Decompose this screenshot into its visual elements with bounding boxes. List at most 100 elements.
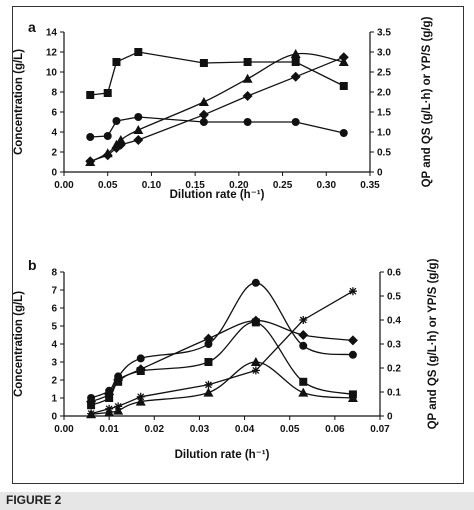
data-point-star	[136, 392, 145, 401]
y-right-tick-label: 0	[377, 168, 383, 179]
data-point-circle	[136, 354, 145, 363]
y-left-tick-label: 5	[51, 322, 57, 333]
data-point-triangle	[133, 125, 144, 134]
data-point-square	[291, 58, 300, 66]
series-line-square	[90, 51, 345, 96]
data-point-triangle	[203, 387, 214, 397]
y-right-tick-label: 3.5	[377, 28, 391, 39]
data-point-square	[299, 377, 308, 386]
y-right-tick-label: 0.3	[387, 340, 401, 351]
data-point-star	[114, 402, 123, 411]
y-right-tick-label: 0.5	[377, 148, 391, 159]
y-left-axis-label: Concentration (g/L)	[13, 49, 25, 155]
x-axis-label: Dilution rate (h⁻¹)	[170, 189, 265, 201]
y-left-tick-label: 4	[51, 340, 57, 351]
y-left-tick-label: 1	[51, 394, 57, 405]
data-point-triangle	[115, 135, 126, 144]
y-right-tick-label: 0.1	[387, 388, 401, 399]
data-point-square	[87, 401, 96, 410]
y-right-tick-label: 0.4	[387, 316, 401, 327]
data-point-circle	[339, 129, 348, 137]
data-point-square	[114, 377, 123, 386]
data-point-triangle	[250, 357, 261, 366]
x-tick-label: 0.30	[317, 180, 337, 191]
series-line-diamond	[90, 56, 345, 162]
data-point-circle	[348, 350, 357, 359]
y-right-tick-label: 1.0	[377, 128, 391, 139]
data-point-circle	[199, 118, 208, 126]
data-point-square	[105, 394, 114, 402]
data-point-circle	[204, 340, 213, 348]
data-point-diamond	[290, 71, 301, 82]
data-point-diamond	[85, 156, 96, 167]
y-left-tick-label: 2	[51, 376, 57, 387]
data-point-star	[87, 409, 96, 418]
data-point-triangle	[290, 49, 301, 58]
data-point-diamond	[133, 135, 144, 145]
x-tick-label: 0.05	[280, 424, 300, 435]
y-left-tick-label: 4	[51, 128, 57, 139]
data-point-star	[299, 316, 308, 324]
y-left-tick-label: 6	[51, 108, 57, 119]
data-point-circle	[243, 118, 252, 126]
y-left-tick-label: 0	[51, 412, 57, 423]
data-point-star	[348, 287, 357, 296]
data-point-circle	[299, 341, 308, 350]
x-tick-label: 0.04	[235, 424, 255, 435]
data-point-triangle	[298, 387, 309, 397]
panel-label-b: b	[28, 257, 37, 273]
x-tick-label: 0.01	[99, 424, 119, 435]
y-right-tick-label: 2.0	[377, 88, 391, 99]
y-right-tick-label: 0.6	[387, 268, 401, 279]
series-line-triangle	[89, 52, 344, 163]
y-right-tick-label: 2.5	[377, 68, 391, 79]
x-tick-label: 0.05	[98, 180, 118, 191]
data-point-triangle	[135, 396, 146, 406]
y-right-tick-label: 3.0	[377, 48, 391, 59]
data-point-star	[251, 366, 260, 375]
data-point-diamond	[115, 139, 126, 150]
x-tick-label: 0.15	[185, 180, 205, 191]
data-point-star	[204, 380, 213, 389]
data-point-diamond	[242, 91, 253, 101]
x-tick-label: 0.07	[370, 424, 390, 435]
x-tick-label: 0.00	[54, 180, 74, 191]
y-left-tick-label: 14	[46, 28, 58, 39]
data-point-square	[86, 91, 95, 99]
data-point-circle	[86, 133, 95, 141]
y-right-tick-label: 0.2	[387, 364, 401, 375]
y-left-tick-label: 12	[46, 48, 58, 59]
data-point-square	[199, 59, 208, 67]
data-point-square	[112, 58, 121, 66]
x-tick-label: 0.03	[190, 424, 210, 435]
y-left-tick-label: 6	[51, 304, 57, 315]
caption-bar: FIGURE 2	[0, 492, 474, 510]
data-point-circle	[291, 118, 300, 126]
x-tick-label: 0.25	[273, 180, 293, 191]
y-left-tick-label: 3	[51, 358, 57, 369]
data-point-square	[204, 358, 213, 366]
data-point-circle	[134, 113, 143, 121]
x-tick-label: 0.20	[229, 180, 249, 191]
y-left-tick-label: 10	[46, 68, 58, 79]
data-point-diamond	[298, 330, 309, 340]
data-point-diamond	[198, 109, 209, 120]
data-point-triangle	[242, 73, 253, 83]
y-left-tick-label: 2	[51, 148, 57, 159]
data-point-diamond	[347, 335, 358, 346]
y-right-tick-label: 0	[387, 412, 393, 423]
y-left-tick-label: 8	[51, 88, 57, 99]
x-tick-label: 0.02	[145, 424, 165, 435]
series-line-diamond	[90, 319, 353, 403]
data-point-square	[339, 82, 348, 90]
y-right-axis-label: QP and QS (g/L·h) or YP/S (g/g)	[421, 16, 433, 187]
y-left-tick-label: 8	[51, 268, 57, 279]
data-point-circle	[112, 117, 121, 125]
data-point-diamond	[338, 52, 349, 63]
y-right-tick-label: 1.5	[377, 108, 391, 119]
data-point-triangle	[347, 393, 358, 402]
data-point-diamond	[203, 333, 214, 344]
data-point-square	[251, 318, 260, 327]
y-left-tick-label: 0	[51, 168, 57, 179]
